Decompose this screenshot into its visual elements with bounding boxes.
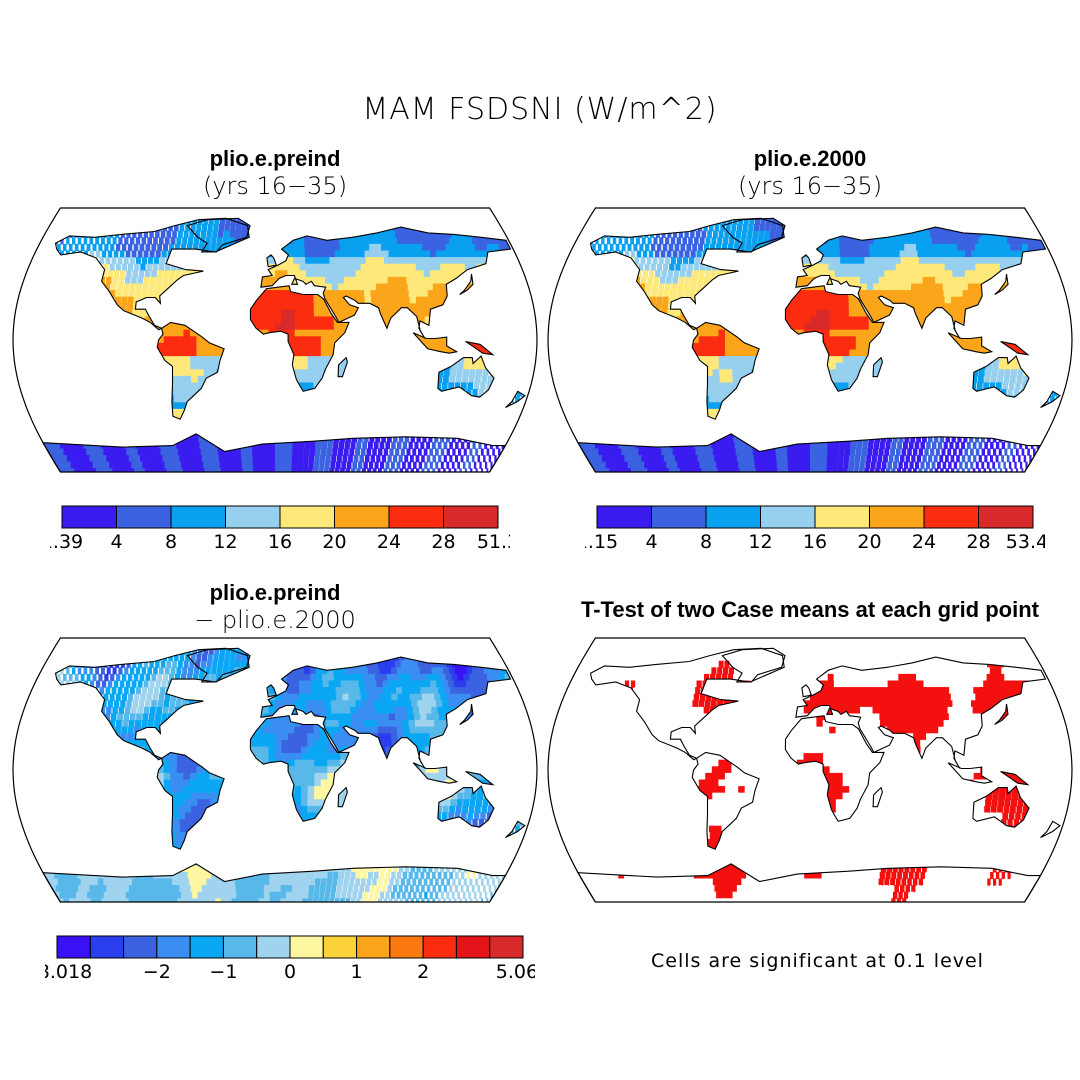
colorbar-tick-label: 28	[431, 531, 455, 553]
colorbar-tick-label: 16	[268, 531, 292, 553]
coastlines	[577, 647, 1061, 903]
colorbar-tick-label: 20	[322, 531, 346, 553]
colorbar-swatch	[334, 505, 390, 529]
colorbar-swatch	[978, 505, 1034, 529]
map-border	[12, 637, 538, 903]
colorbar-swatch	[814, 505, 870, 529]
panel-subtitle-2000: (yrs 16−35)	[737, 172, 883, 200]
colorbar-tick-label: 2	[417, 961, 429, 983]
colorbar-swatch	[222, 935, 258, 959]
colorbar-tick-label: 51.3	[477, 531, 510, 553]
map-difference	[10, 635, 540, 905]
colorbar-swatch	[489, 935, 524, 959]
colorbar-tick-label: 20	[857, 531, 881, 553]
colorbar-tick-label: 0	[284, 961, 296, 983]
colorbar-tick-label: −8.018	[45, 961, 92, 983]
colorbar-tick-label: 4	[110, 531, 122, 553]
coastlines	[42, 217, 526, 473]
colorbar-swatch	[760, 505, 816, 529]
colorbar-tick-label: 16	[803, 531, 827, 553]
colorbar-swatch	[388, 505, 444, 529]
colorbar-swatch	[869, 505, 925, 529]
colorbar-swatch	[923, 505, 979, 529]
colorbar-tick-label: 24	[912, 531, 936, 553]
significance-note: Cells are significant at 0.1 level	[651, 950, 984, 972]
colorbar-swatch	[389, 935, 424, 959]
colorbar-swatch	[256, 935, 291, 959]
colorbar-swatch	[356, 935, 391, 959]
colorbar-tick-label: 28	[966, 531, 990, 553]
map-border	[547, 637, 1073, 903]
colorbar-tick-label: 1.15	[585, 531, 618, 553]
panel-subtitle-diff: − plio.e.2000	[194, 606, 356, 634]
colorbar-swatch	[116, 505, 172, 529]
colorbar-swatch	[156, 935, 191, 959]
colorbar-tick-label: 12	[213, 531, 237, 553]
colorbar-swatch	[455, 935, 491, 959]
colorbar-swatch	[705, 505, 761, 529]
colorbar-tick-label: 8	[700, 531, 712, 553]
colorbar-preind: 1.39 4 8 12 16 20 24 28 51.3	[50, 505, 510, 553]
panel-title-2000: plio.e.2000	[753, 146, 867, 171]
colorbar-swatch	[443, 505, 499, 529]
colorbar-2000: 1.15 4 8 12 16 20 24 28 53.42	[585, 505, 1045, 553]
colorbar-swatch	[651, 505, 707, 529]
map-2000	[545, 205, 1075, 475]
colorbar-tick-label: 53.42	[1006, 531, 1045, 553]
map-ttest	[545, 635, 1075, 905]
colorbar-tick-label: 8	[165, 531, 177, 553]
map-border	[12, 207, 538, 473]
colorbar-difference: −8.018 −2 −1 0 1 2 5.061	[45, 935, 535, 983]
colorbar-swatch	[225, 505, 281, 529]
figure-title: MAM FSDSNI (W/m^2)	[362, 92, 718, 127]
colorbar-swatch	[596, 505, 652, 529]
colorbar-tick-label: −2	[143, 961, 171, 983]
colorbar-swatch	[322, 935, 358, 959]
colorbar-swatch	[170, 505, 226, 529]
colorbar-swatch	[189, 935, 224, 959]
colorbar-tick-label: 12	[748, 531, 772, 553]
colorbar-tick-label: 1.39	[50, 531, 83, 553]
panel-title-ttest: T-Test of two Case means at each grid po…	[580, 597, 1039, 622]
colorbar-tick-label: 5.061	[496, 961, 535, 983]
panel-title-preind: plio.e.preind	[209, 146, 341, 171]
colorbar-swatch	[89, 935, 125, 959]
panel-title-diff: plio.e.preind	[209, 580, 341, 605]
colorbar-tick-label: 24	[377, 531, 401, 553]
map-preind	[10, 205, 540, 475]
colorbar-swatch	[422, 935, 457, 959]
map-border	[547, 207, 1073, 473]
colorbar-swatch	[56, 935, 91, 959]
colorbar-swatch	[289, 935, 324, 959]
colorbar-tick-label: −1	[209, 961, 237, 983]
colorbar-swatch	[61, 505, 117, 529]
colorbar-swatch	[123, 935, 158, 959]
colorbar-tick-label: 1	[351, 961, 363, 983]
panel-subtitle-preind: (yrs 16−35)	[202, 172, 348, 200]
colorbar-tick-label: 4	[645, 531, 657, 553]
colorbar-swatch	[279, 505, 335, 529]
